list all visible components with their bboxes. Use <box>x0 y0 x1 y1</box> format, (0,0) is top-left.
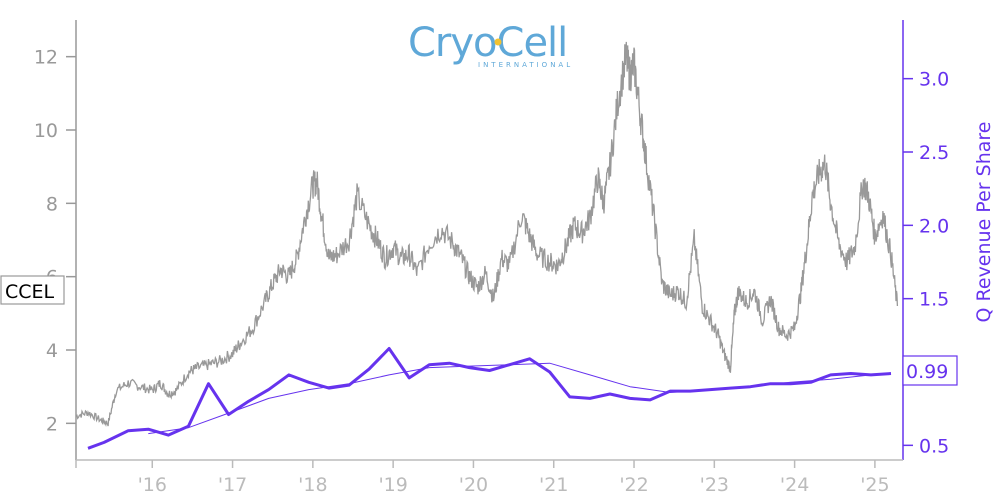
right-tick-label: 2.5 <box>919 142 949 164</box>
x-axis-ticks: '16 '17 '18 '19 '20 '21 '22 '23 '24 '25 <box>75 460 890 496</box>
right-tick-label: 1.5 <box>919 289 949 311</box>
x-tick-label: '22 <box>619 474 648 496</box>
x-tick-label: '23 <box>700 474 729 496</box>
logo-subtext: INTERNATIONAL <box>478 61 573 69</box>
series-price-line <box>75 41 899 427</box>
right-axis-ticks: 0.51.01.52.02.53.0 <box>903 69 949 457</box>
x-tick-label: '17 <box>218 474 247 496</box>
series-revenue-trend-line <box>148 362 892 435</box>
x-tick-label: '18 <box>298 474 327 496</box>
left-tick-label: 4 <box>46 340 58 362</box>
x-tick-label: '20 <box>459 474 488 496</box>
x-tick-label: '25 <box>860 474 889 496</box>
ticker-badge: CCEL <box>0 275 65 305</box>
right-tick-label: 2.0 <box>919 215 949 237</box>
left-tick-label: 12 <box>34 47 58 69</box>
x-tick-label: '19 <box>378 474 407 496</box>
company-logo: CryoCell INTERNATIONAL <box>408 20 573 69</box>
right-axis-title: Q Revenue Per Share <box>973 122 995 323</box>
logo-text: CryoCell <box>408 20 567 66</box>
last-value-label: 0.99 <box>906 361 948 383</box>
left-tick-label: 2 <box>46 413 58 435</box>
ticker-label: CCEL <box>5 281 55 303</box>
last-value-badge: 0.99 <box>902 355 958 386</box>
left-tick-label: 10 <box>34 120 58 142</box>
right-tick-label: 0.5 <box>919 435 949 457</box>
series-layer <box>75 41 899 450</box>
x-tick-label: '24 <box>780 474 809 496</box>
x-tick-label: '16 <box>138 474 167 496</box>
left-axis-ticks: 24681012 <box>34 47 76 435</box>
left-tick-label: 8 <box>46 193 58 215</box>
logo-dot <box>494 38 502 46</box>
x-tick-label: '21 <box>539 474 568 496</box>
right-tick-label: 3.0 <box>919 69 949 91</box>
